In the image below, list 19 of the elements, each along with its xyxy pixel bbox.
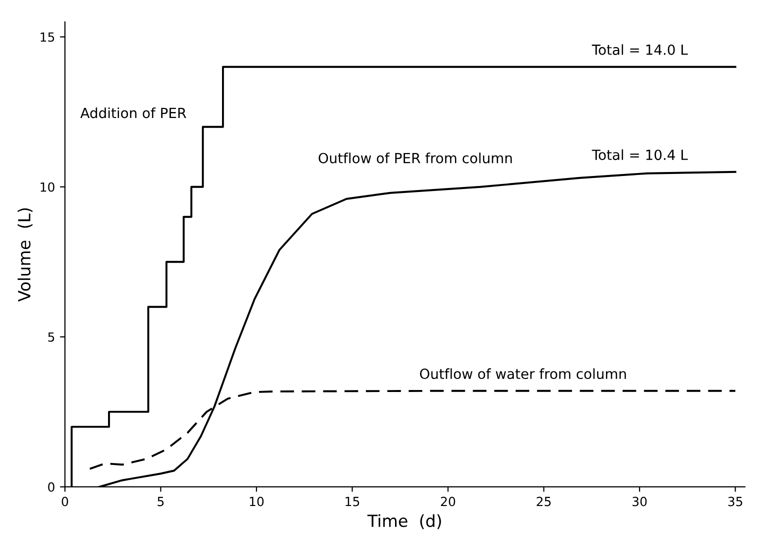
y-tick-label: 5 xyxy=(48,332,54,342)
x-tick-label: 35 xyxy=(728,496,742,506)
annotation: Total = 14.0 L xyxy=(592,44,688,55)
annotation: Total = 10.4 L xyxy=(592,149,688,160)
x-tick-label: 10 xyxy=(250,496,264,506)
y-axis-title: Volume (L) xyxy=(18,208,32,302)
x-tick-label: 25 xyxy=(536,496,551,506)
x-tick-label: 20 xyxy=(440,496,456,506)
annotation: Outflow of PER from column xyxy=(318,152,512,164)
y-tick-label: 10 xyxy=(40,182,54,192)
y-tick-label: 15 xyxy=(40,32,54,42)
annotation: Outflow of water from column xyxy=(420,368,626,380)
x-axis-title: Time (d) xyxy=(367,514,441,530)
x-tick-label: 5 xyxy=(158,496,164,506)
x-tick-label: 0 xyxy=(62,496,68,506)
y-tick-label: 0 xyxy=(48,482,54,492)
x-tick-label: 15 xyxy=(346,496,360,506)
annotation: Addition of PER xyxy=(80,107,186,118)
x-tick-label: 30 xyxy=(632,496,647,506)
